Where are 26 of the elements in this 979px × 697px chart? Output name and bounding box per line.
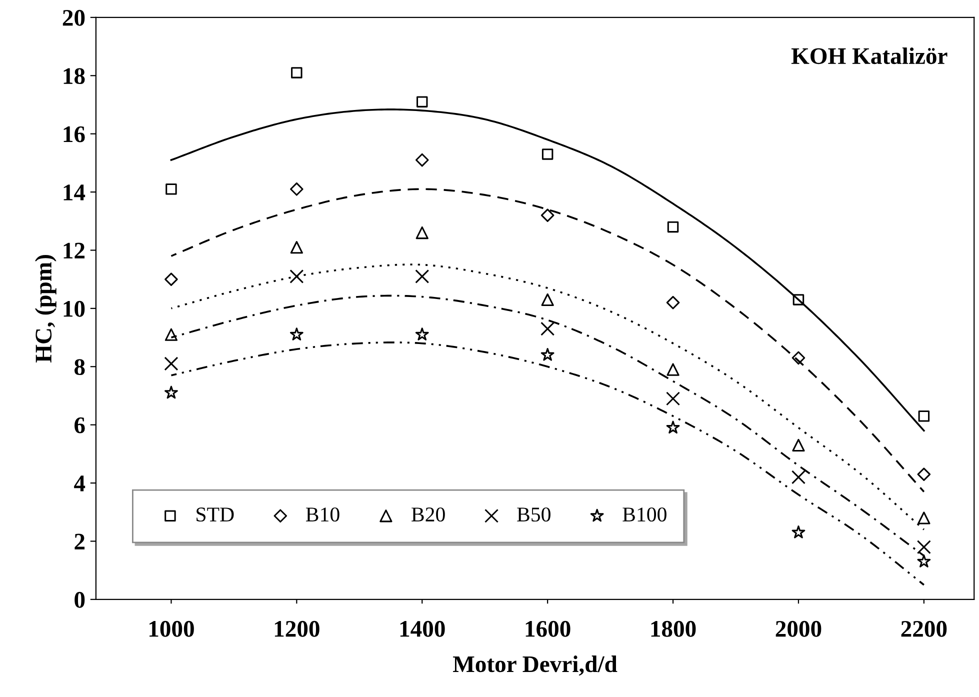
y-tick-label: 20: [62, 10, 85, 26]
legend-label: B50: [517, 507, 550, 522]
y-tick-label: 8: [74, 359, 85, 376]
y-tick-label: 10: [64, 300, 85, 317]
x-tick-label: 1000: [149, 620, 194, 637]
x-axis-title: Motor Devri,d/d: [453, 656, 618, 676]
legend-label: STD: [196, 508, 234, 522]
y-tick-label: 0: [74, 592, 85, 608]
y-tick-label: 2: [74, 534, 85, 550]
y-tick-label: 6: [74, 417, 85, 434]
legend-label: B20: [412, 507, 445, 522]
x-tick-label: 1200: [274, 620, 320, 637]
x-tick-label: 2200: [901, 620, 947, 637]
y-tick-label: 4: [74, 476, 86, 492]
y-tick-label: 14: [64, 184, 86, 200]
annotation: KOH Katalizör: [791, 47, 948, 64]
x-tick-label: 1800: [651, 620, 696, 637]
legend-label: B100: [622, 507, 666, 522]
y-tick-label: 16: [64, 126, 85, 142]
x-tick-label: 1600: [526, 620, 570, 637]
x-tick-label: 2000: [776, 620, 822, 637]
x-tick-label: 1400: [400, 620, 445, 637]
y-axis-title: HC, (ppm): [34, 255, 56, 362]
legend-label: B10: [306, 507, 340, 522]
y-tick-label: 18: [64, 68, 85, 84]
y-tick-label: 12: [64, 242, 85, 258]
